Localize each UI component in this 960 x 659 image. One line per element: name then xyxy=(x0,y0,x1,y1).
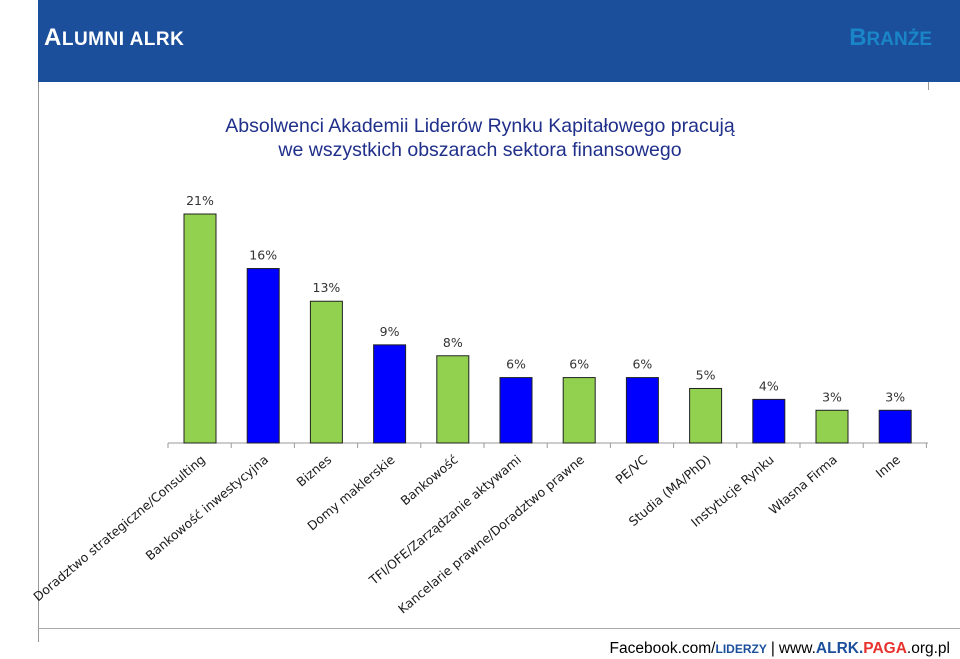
footer-alrk[interactable]: ALRK. xyxy=(815,640,864,657)
bar xyxy=(562,377,596,444)
header-section-rest: RANŻE xyxy=(866,29,932,50)
category-label: Własna Firma xyxy=(766,452,840,518)
data-label: 5% xyxy=(696,367,716,382)
footer-facebook[interactable]: Facebook.com/ xyxy=(609,640,716,657)
footer-liderzy[interactable]: LIDERZY xyxy=(715,642,767,656)
data-label: 9% xyxy=(380,324,400,339)
data-label: 3% xyxy=(885,389,905,404)
footer: Facebook.com/LIDERZY | www.ALRK.PAGA.org.p… xyxy=(610,640,950,658)
data-label: 6% xyxy=(569,357,589,372)
category-label: Inne xyxy=(873,452,904,481)
bar xyxy=(689,387,723,444)
data-label: 21% xyxy=(186,193,214,208)
header-title-initial: A xyxy=(44,24,62,51)
bar xyxy=(183,213,217,444)
bar-chart: 21%Doradztwo strategiczne/Consulting16%B… xyxy=(30,193,928,616)
header-title-rest: LUMNI ALRK xyxy=(61,29,185,50)
data-label: 3% xyxy=(822,389,842,404)
data-label: 13% xyxy=(313,280,341,295)
data-label: 8% xyxy=(443,335,463,350)
data-label: 6% xyxy=(632,357,652,372)
bar xyxy=(246,268,280,444)
bar xyxy=(309,300,343,444)
footer-www[interactable]: www. xyxy=(778,640,816,657)
category-label: Bankowość inwestycyjna xyxy=(143,452,272,563)
chart-title: Absolwenci Akademii Liderów Rynku Kapita… xyxy=(100,114,860,162)
data-label: 4% xyxy=(759,378,779,393)
bottom-divider xyxy=(38,628,960,629)
header-bar: ALUMNI ALRK BRANŻE xyxy=(38,0,960,82)
bar xyxy=(499,377,533,444)
category-label: Bankowość xyxy=(398,452,461,508)
data-label: 6% xyxy=(506,357,526,372)
chart-title-line1: Absolwenci Akademii Liderów Rynku Kapita… xyxy=(225,115,735,137)
header-section: BRANŻE xyxy=(849,24,932,52)
data-label: 16% xyxy=(249,248,277,263)
right-tick xyxy=(928,82,929,90)
bar xyxy=(878,409,912,444)
header-title: ALUMNI ALRK xyxy=(44,24,184,52)
footer-domain[interactable]: .org.pl xyxy=(906,640,950,657)
bar xyxy=(815,409,849,444)
bar xyxy=(752,398,786,444)
category-label: Biznes xyxy=(293,452,334,490)
bar xyxy=(373,344,407,444)
bar xyxy=(625,377,659,444)
left-divider xyxy=(38,82,39,642)
footer-paga[interactable]: PAGA xyxy=(863,640,907,657)
chart-title-line2: we wszystkich obszarach sektora finansow… xyxy=(278,139,682,161)
category-label: PE/VC xyxy=(612,452,650,487)
footer-separator: | xyxy=(770,640,775,657)
bar xyxy=(436,355,470,444)
header-section-initial: B xyxy=(849,24,867,51)
